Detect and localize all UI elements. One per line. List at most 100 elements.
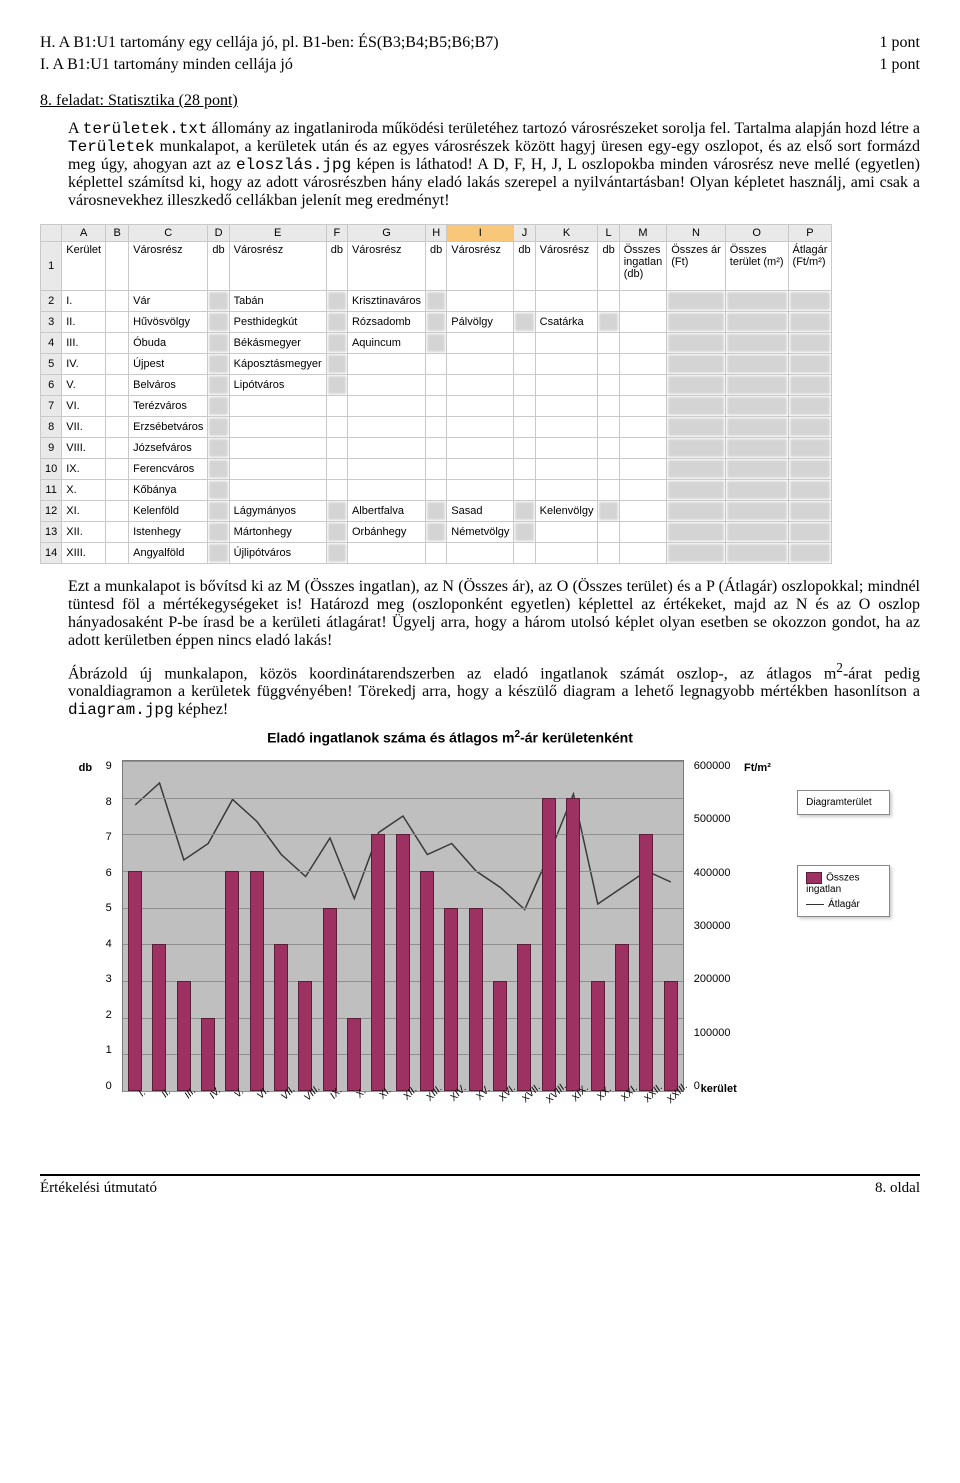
table-cell — [619, 480, 667, 501]
table-cell — [725, 543, 788, 564]
task8-para1: A területek.txt állomány az ingatlanirod… — [68, 120, 920, 210]
table-cell — [514, 459, 535, 480]
col-letter: D — [208, 225, 229, 242]
table-cell: X. — [62, 480, 106, 501]
table-cell — [725, 501, 788, 522]
table-cell — [208, 396, 229, 417]
column-header: Összes ár(Ft) — [667, 242, 726, 291]
table-cell — [229, 438, 326, 459]
table-cell: I. — [62, 291, 106, 312]
table-cell — [535, 417, 598, 438]
line-swatch-icon — [806, 904, 824, 905]
table-cell — [514, 438, 535, 459]
bar — [323, 908, 337, 1091]
table-cell: Orbánhegy — [347, 522, 425, 543]
col-letter: L — [598, 225, 619, 242]
item-h-label: H. A B1:U1 tartomány egy cellája jó, pl.… — [40, 34, 860, 52]
y-left-ticks: 9876543210 — [98, 760, 112, 1092]
table-cell — [619, 333, 667, 354]
table-cell — [514, 396, 535, 417]
table-cell: Kelenföld — [129, 501, 208, 522]
table-cell — [208, 501, 229, 522]
table-cell — [598, 312, 619, 333]
table-cell: V. — [62, 375, 106, 396]
table-cell — [667, 312, 726, 333]
table-cell — [447, 417, 514, 438]
bar — [396, 834, 410, 1091]
table-row: 5IV.Újpest Káposztásmegyer — [41, 354, 832, 375]
task8-para3: Ábrázold új munkalapon, közös koordináta… — [68, 660, 920, 719]
table-row: 3II.Hűvösvölgy Pesthidegkút Rózsadomb Pá… — [41, 312, 832, 333]
task8-heading: 8. feladat: Statisztika (28 pont) — [40, 92, 920, 110]
table-cell: Aquincum — [347, 333, 425, 354]
table-cell — [667, 417, 726, 438]
table-cell — [619, 375, 667, 396]
table-row: 11X.Kőbánya — [41, 480, 832, 501]
table-cell — [788, 354, 832, 375]
table-cell — [347, 354, 425, 375]
table-cell — [598, 501, 619, 522]
table-cell — [514, 312, 535, 333]
table-cell: VIII. — [62, 438, 106, 459]
column-header: db — [598, 242, 619, 291]
table-cell — [598, 333, 619, 354]
table-cell: XI. — [62, 501, 106, 522]
table-cell — [106, 312, 129, 333]
table-cell: Lipótváros — [229, 375, 326, 396]
bar — [274, 944, 288, 1091]
col-letter: H — [426, 225, 447, 242]
column-header: Városrész — [347, 242, 425, 291]
table-cell — [598, 459, 619, 480]
table-cell — [229, 480, 326, 501]
table-row: 8VII.Erzsébetváros — [41, 417, 832, 438]
table-cell — [426, 291, 447, 312]
table-cell — [725, 291, 788, 312]
table-cell — [514, 375, 535, 396]
table-cell: Krisztinaváros — [347, 291, 425, 312]
bar — [639, 834, 653, 1091]
table-cell — [725, 438, 788, 459]
column-header: db — [514, 242, 535, 291]
bar-swatch-icon — [806, 872, 822, 884]
table-cell — [535, 375, 598, 396]
chart-plot-area: kerület — [122, 760, 684, 1092]
text: Ábrázold új munkalapon, közös koordináta… — [68, 665, 836, 682]
table-cell: VII. — [62, 417, 106, 438]
table-cell — [598, 396, 619, 417]
table-cell — [208, 438, 229, 459]
table-cell — [535, 396, 598, 417]
table-cell — [788, 522, 832, 543]
table-cell — [208, 417, 229, 438]
table-cell — [619, 459, 667, 480]
table-cell — [514, 333, 535, 354]
table-cell: Kelenvölgy — [535, 501, 598, 522]
table-cell — [667, 480, 726, 501]
table-cell — [619, 354, 667, 375]
table-cell — [447, 333, 514, 354]
col-letter: P — [788, 225, 832, 242]
col-letter: O — [725, 225, 788, 242]
table-cell — [326, 501, 347, 522]
table-cell — [598, 375, 619, 396]
table-cell — [619, 501, 667, 522]
table-cell — [619, 438, 667, 459]
filename-teruletek: területek.txt — [83, 120, 208, 138]
table-cell — [106, 291, 129, 312]
filename-diagram: diagram.jpg — [68, 701, 174, 719]
table-cell — [347, 543, 425, 564]
bar — [298, 981, 312, 1091]
chart-title: Eladó ingatlanok száma és átlagos m2-ár … — [40, 729, 860, 746]
table-cell — [347, 480, 425, 501]
table-cell: Pálvölgy — [447, 312, 514, 333]
table-cell — [426, 396, 447, 417]
bar — [225, 871, 239, 1091]
table-cell — [598, 480, 619, 501]
table-cell — [347, 417, 425, 438]
y-right-label: Ft/m² — [744, 760, 783, 774]
table-cell — [208, 312, 229, 333]
col-letter: N — [667, 225, 726, 242]
table-cell — [667, 501, 726, 522]
table-cell — [326, 480, 347, 501]
table-cell — [426, 438, 447, 459]
bar — [493, 981, 507, 1091]
